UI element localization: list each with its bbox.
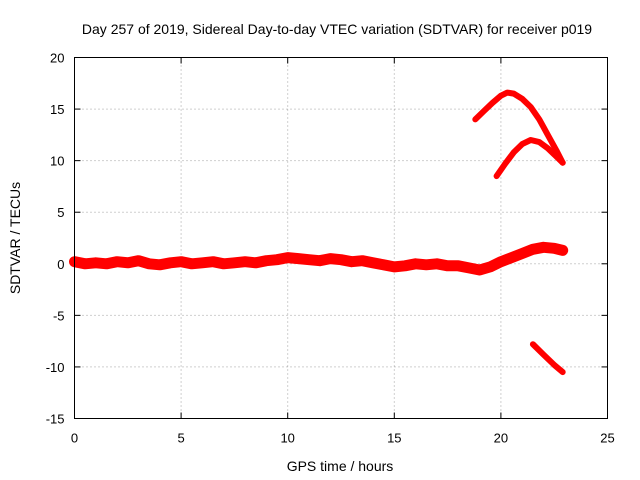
y-tick-label: 0 (57, 257, 64, 272)
grid (74, 57, 608, 419)
x-tick-label: 10 (280, 431, 294, 446)
y-tick-label: -5 (53, 308, 65, 323)
plot-frame (74, 57, 608, 419)
series-middle-arc (493, 137, 566, 180)
y-tick-label: 20 (50, 51, 64, 66)
y-tick-label: 15 (50, 102, 64, 117)
x-tick-label: 5 (177, 431, 184, 446)
x-axis-label: GPS time / hours (287, 458, 394, 474)
y-tick-label: 10 (50, 154, 64, 169)
series-upper-arc (472, 89, 566, 166)
axis-ticks: 0 5 10 15 20 25 -15 -10 -5 0 5 10 15 20 (46, 51, 615, 446)
data-series-group (69, 89, 569, 376)
chart-title: Day 257 of 2019, Sidereal Day-to-day VTE… (82, 21, 592, 37)
y-tick-label: 5 (57, 205, 64, 220)
y-tick-label: -15 (46, 412, 65, 427)
series-lower-segment (529, 341, 566, 376)
x-tick-label: 20 (494, 431, 508, 446)
x-tick-label: 15 (387, 431, 401, 446)
x-tick-label: 25 (600, 431, 614, 446)
y-tick-label: -10 (46, 360, 65, 375)
y-axis-label: SDTVAR / TECUs (7, 182, 23, 294)
x-tick-label: 0 (71, 431, 78, 446)
series-main-band (69, 241, 569, 276)
